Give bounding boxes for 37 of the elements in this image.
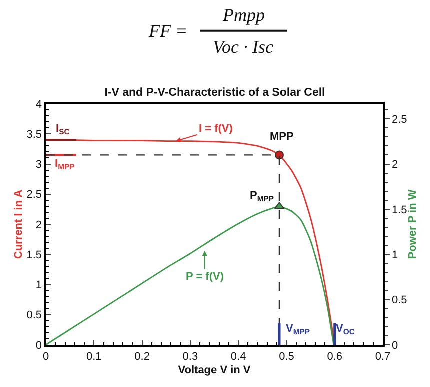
- x-axis-title: Voltage V in V: [178, 364, 252, 377]
- y2-axis-title: Power P in W: [407, 189, 420, 260]
- annotation: V$_{OC}$: [336, 323, 356, 336]
- y2-tick-label: 0.5: [392, 294, 408, 307]
- y2-tick-label: 0: [392, 340, 398, 352]
- y-tick-label: 1.5: [26, 249, 42, 262]
- y2-tick-label: 1.5: [392, 204, 408, 216]
- text: Pmpp: [222, 5, 265, 25]
- x-tick-label: 0.7: [375, 350, 391, 363]
- annotation: P$_{MPP}$: [250, 190, 274, 204]
- y-tick-label: 2.5: [26, 189, 42, 202]
- annotation: I$_{SC}$: [56, 123, 70, 136]
- text: Voc · Isc: [213, 37, 274, 57]
- text: FF =: [148, 21, 188, 41]
- y-tick-label: 3: [36, 159, 42, 172]
- annotation: P = f(V): [186, 271, 224, 283]
- y2-tick-label: 2.5: [392, 114, 408, 126]
- x-tick-label: 0.6: [327, 350, 343, 363]
- annotation: V$_{MPP}$: [286, 323, 310, 336]
- x-tick-label: 0.5: [279, 350, 294, 363]
- x-tick-label: 0.2: [134, 350, 150, 363]
- annotation: MPP: [270, 131, 294, 143]
- y2-tick-label: 2: [392, 159, 398, 172]
- annotation: I = f(V): [199, 123, 234, 135]
- x-tick-label: 0.4: [230, 350, 246, 363]
- y-axis-title: Current I in A: [12, 190, 25, 260]
- chart-title: I-V and P-V-Characteristic of a Solar Cell: [104, 87, 326, 100]
- y-tick-label: 4: [36, 98, 42, 111]
- y-tick-label: 0: [36, 340, 42, 352]
- y-tick-label: 0.5: [26, 310, 42, 322]
- y-tick-label: 1: [36, 280, 42, 292]
- y2-tick-label: 1: [392, 249, 398, 262]
- x-tick-label: 0.3: [182, 350, 198, 363]
- x-tick-label: 0.1: [86, 350, 102, 363]
- y-tick-label: 2: [36, 219, 42, 232]
- y-tick-label: 3.5: [26, 128, 42, 141]
- annotation: I$_{MPP}$: [55, 158, 75, 172]
